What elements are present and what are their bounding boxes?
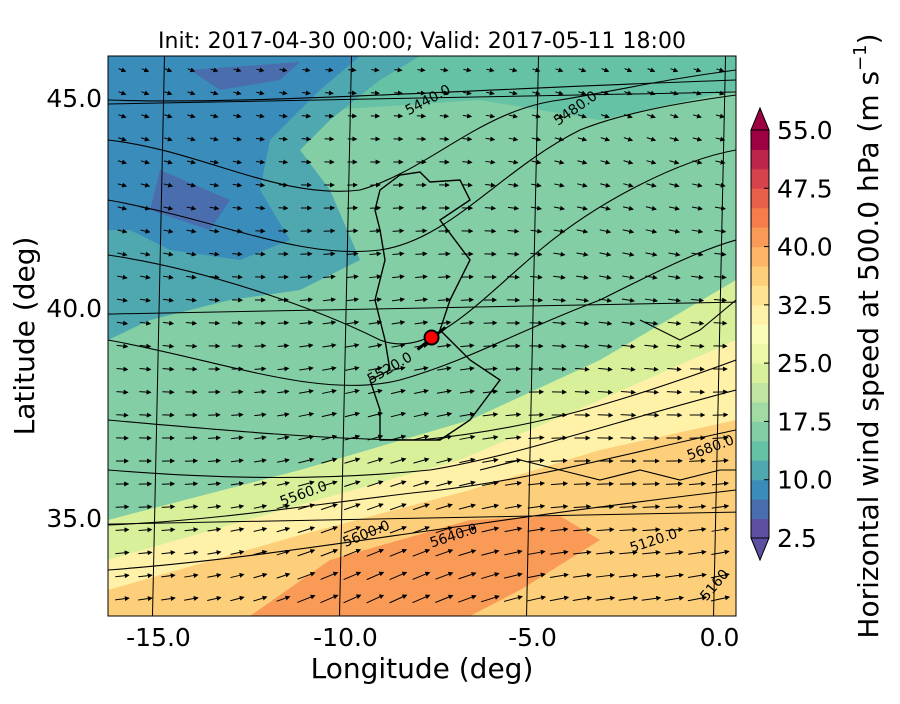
wind-arrow	[325, 93, 333, 94]
colorbar-label-text: Horizontal wind speed at 500.0 hPa (m s	[852, 71, 885, 639]
wind-arrow	[255, 346, 266, 347]
colorbar-swatch	[751, 519, 769, 539]
colorbar-swatch	[751, 305, 769, 325]
wind-arrow	[209, 323, 219, 324]
wind-arrow	[598, 415, 613, 416]
wind-arrow	[208, 438, 220, 439]
x-tick-label: 0.0	[700, 623, 740, 652]
wind-arrow	[461, 300, 473, 301]
colorbar-swatch	[751, 421, 769, 441]
x-tick-label: -10.0	[313, 623, 378, 652]
colorbar-swatch	[751, 149, 769, 169]
colorbar-tick-label: 47.5	[777, 174, 833, 203]
colorbar-tick-label: 40.0	[777, 233, 833, 262]
wind-arrow	[644, 415, 659, 416]
wind-arrow	[462, 185, 472, 186]
wind-arrow	[394, 70, 401, 71]
wind-arrow	[325, 116, 333, 117]
wind-arrow	[552, 369, 566, 370]
colorbar-swatch	[751, 285, 769, 305]
colorbar-tick-label: 55.0	[777, 116, 833, 145]
wind-arrow	[116, 415, 127, 416]
colorbar-swatch	[751, 324, 769, 344]
wind-arrow	[666, 484, 682, 485]
wind-arrow	[667, 392, 681, 393]
wind-arrow	[302, 139, 311, 140]
colorbar-swatch	[751, 169, 769, 189]
colorbar-swatch	[751, 344, 769, 364]
wind-arrow	[394, 93, 402, 94]
y-axis-label: Latitude (deg)	[8, 237, 41, 436]
wind-arrow	[485, 231, 496, 232]
wind-arrow	[255, 231, 264, 232]
x-tick-label: -15.0	[126, 623, 191, 652]
colorbar-swatch	[751, 460, 769, 480]
colorbar-extend-top	[751, 108, 769, 130]
location-marker	[425, 330, 439, 344]
colorbar-tick-label: 25.0	[777, 349, 833, 378]
wind-arrow	[185, 461, 197, 462]
wind-arrow	[621, 415, 636, 416]
colorbar-tick-label: 17.5	[777, 407, 833, 436]
wind-arrow	[162, 392, 173, 393]
wind-arrow	[139, 507, 152, 508]
colorbar-tick-label: 32.5	[777, 291, 833, 320]
map-field	[108, 56, 736, 616]
wind-arrow	[530, 323, 543, 324]
wind-arrow	[370, 208, 380, 209]
wind-arrow	[440, 139, 449, 140]
colorbar-swatch	[751, 383, 769, 403]
colorbar-label-sup: −1	[850, 44, 871, 71]
wind-arrow	[713, 415, 728, 416]
wind-arrow	[506, 369, 520, 370]
x-tick-label: -5.0	[508, 623, 557, 652]
wind-arrow	[416, 231, 427, 232]
wind-arrow	[348, 93, 356, 94]
colorbar-swatch	[751, 266, 769, 286]
chart-title: Init: 2017-04-30 00:00; Valid: 2017-05-1…	[158, 29, 686, 54]
colorbar-swatch	[751, 227, 769, 247]
wind-arrow	[438, 254, 449, 255]
colorbar-swatch	[751, 441, 769, 461]
wind-arrow	[348, 70, 355, 71]
colorbar-swatch	[751, 130, 769, 150]
colorbar-swatch	[751, 363, 769, 383]
y-tick-label: 45.0	[46, 84, 102, 113]
wind-arrow	[371, 70, 378, 71]
colorbar-swatch	[751, 247, 769, 267]
colorbar-swatch	[751, 188, 769, 208]
colorbar-tick-label: 10.0	[777, 466, 833, 495]
colorbar-tick-label: 2.5	[777, 524, 817, 553]
colorbar-swatch	[751, 499, 769, 519]
wind-arrow	[279, 185, 288, 186]
colorbar-extend-bottom	[751, 538, 769, 560]
wind-arrow	[232, 277, 242, 278]
colorbar-swatch	[751, 480, 769, 500]
colorbar-swatch	[751, 208, 769, 228]
wind-arrow	[162, 484, 174, 485]
wind-arrow	[231, 392, 242, 393]
colorbar: 2.5 10.0 17.5 25.0 32.5 40.0 47.5 55.0	[751, 108, 833, 560]
wind-arrow	[507, 277, 519, 278]
y-tick-label: 40.0	[46, 294, 102, 323]
colorbar-label-end: )	[852, 33, 885, 44]
x-axis-label: Longitude (deg)	[311, 652, 534, 685]
wind-arrow	[690, 369, 704, 370]
colorbar-swatch	[751, 402, 769, 422]
colorbar-label: Horizontal wind speed at 500.0 hPa (m s−…	[850, 33, 885, 638]
y-tick-label: 35.0	[46, 504, 102, 533]
wind-arrow	[116, 507, 129, 508]
wind-arrow	[417, 116, 425, 117]
wind-arrow	[575, 392, 589, 393]
